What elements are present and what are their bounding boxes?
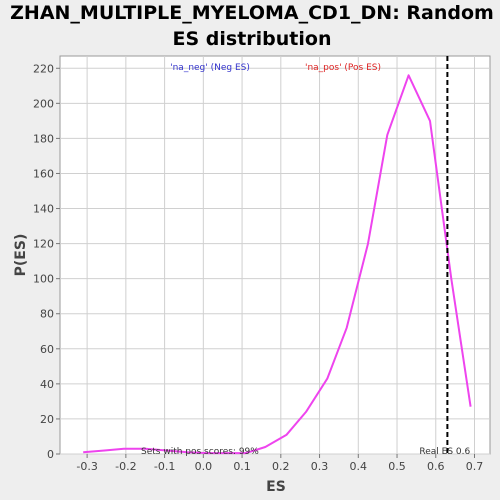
x-tick-label: 0.1 [233, 460, 251, 473]
y-tick-label: 40 [40, 378, 54, 391]
x-tick-label: 0.7 [466, 460, 484, 473]
x-tick-label: 0.0 [195, 460, 213, 473]
x-tick-label: -0.1 [154, 460, 175, 473]
legend-pos: 'na_pos' (Pos ES) [305, 63, 381, 73]
y-tick-label: 200 [33, 97, 54, 110]
x-tick-label: 0.3 [311, 460, 329, 473]
real-es-label: Real ES 0.6 [419, 447, 470, 457]
x-tick-label: 0.5 [388, 460, 406, 473]
plot-area [59, 55, 491, 455]
x-tick-label: 0.2 [272, 460, 290, 473]
y-tick-label: 120 [33, 238, 54, 251]
pos-scores-annotation: Sets with pos scores: 99% [141, 447, 259, 457]
legend-neg: 'na_neg' (Neg ES) [170, 63, 250, 73]
chart-title-line1: ZHAN_MULTIPLE_MYELOMA_CD1_DN: Random [10, 2, 494, 24]
x-axis-label: ES [266, 479, 286, 495]
y-tick-label: 0 [47, 448, 54, 461]
y-tick-label: 80 [40, 308, 54, 321]
y-tick-label: 20 [40, 413, 54, 426]
y-axis-label: P(ES) [13, 234, 29, 277]
y-tick-label: 100 [33, 273, 54, 286]
chart-title-line2: ES distribution [173, 28, 332, 50]
x-tick-label: -0.2 [115, 460, 136, 473]
x-tick-label: -0.3 [76, 460, 97, 473]
series-layer [83, 74, 472, 455]
grid-lines [60, 56, 490, 455]
series-line [83, 74, 472, 455]
y-tick-label: 180 [33, 132, 54, 145]
y-tick-label: 140 [33, 203, 54, 216]
y-tick-label: 60 [40, 343, 54, 356]
axis-ticks: 0 20 40 60 80 100 120 140 160 180 200 220 -0.3 -0.2 -0… [33, 62, 483, 473]
y-tick-label: 220 [33, 62, 54, 75]
y-tick-label: 160 [33, 167, 54, 180]
x-tick-label: 0.4 [350, 460, 368, 473]
x-tick-label: 0.6 [427, 460, 445, 473]
